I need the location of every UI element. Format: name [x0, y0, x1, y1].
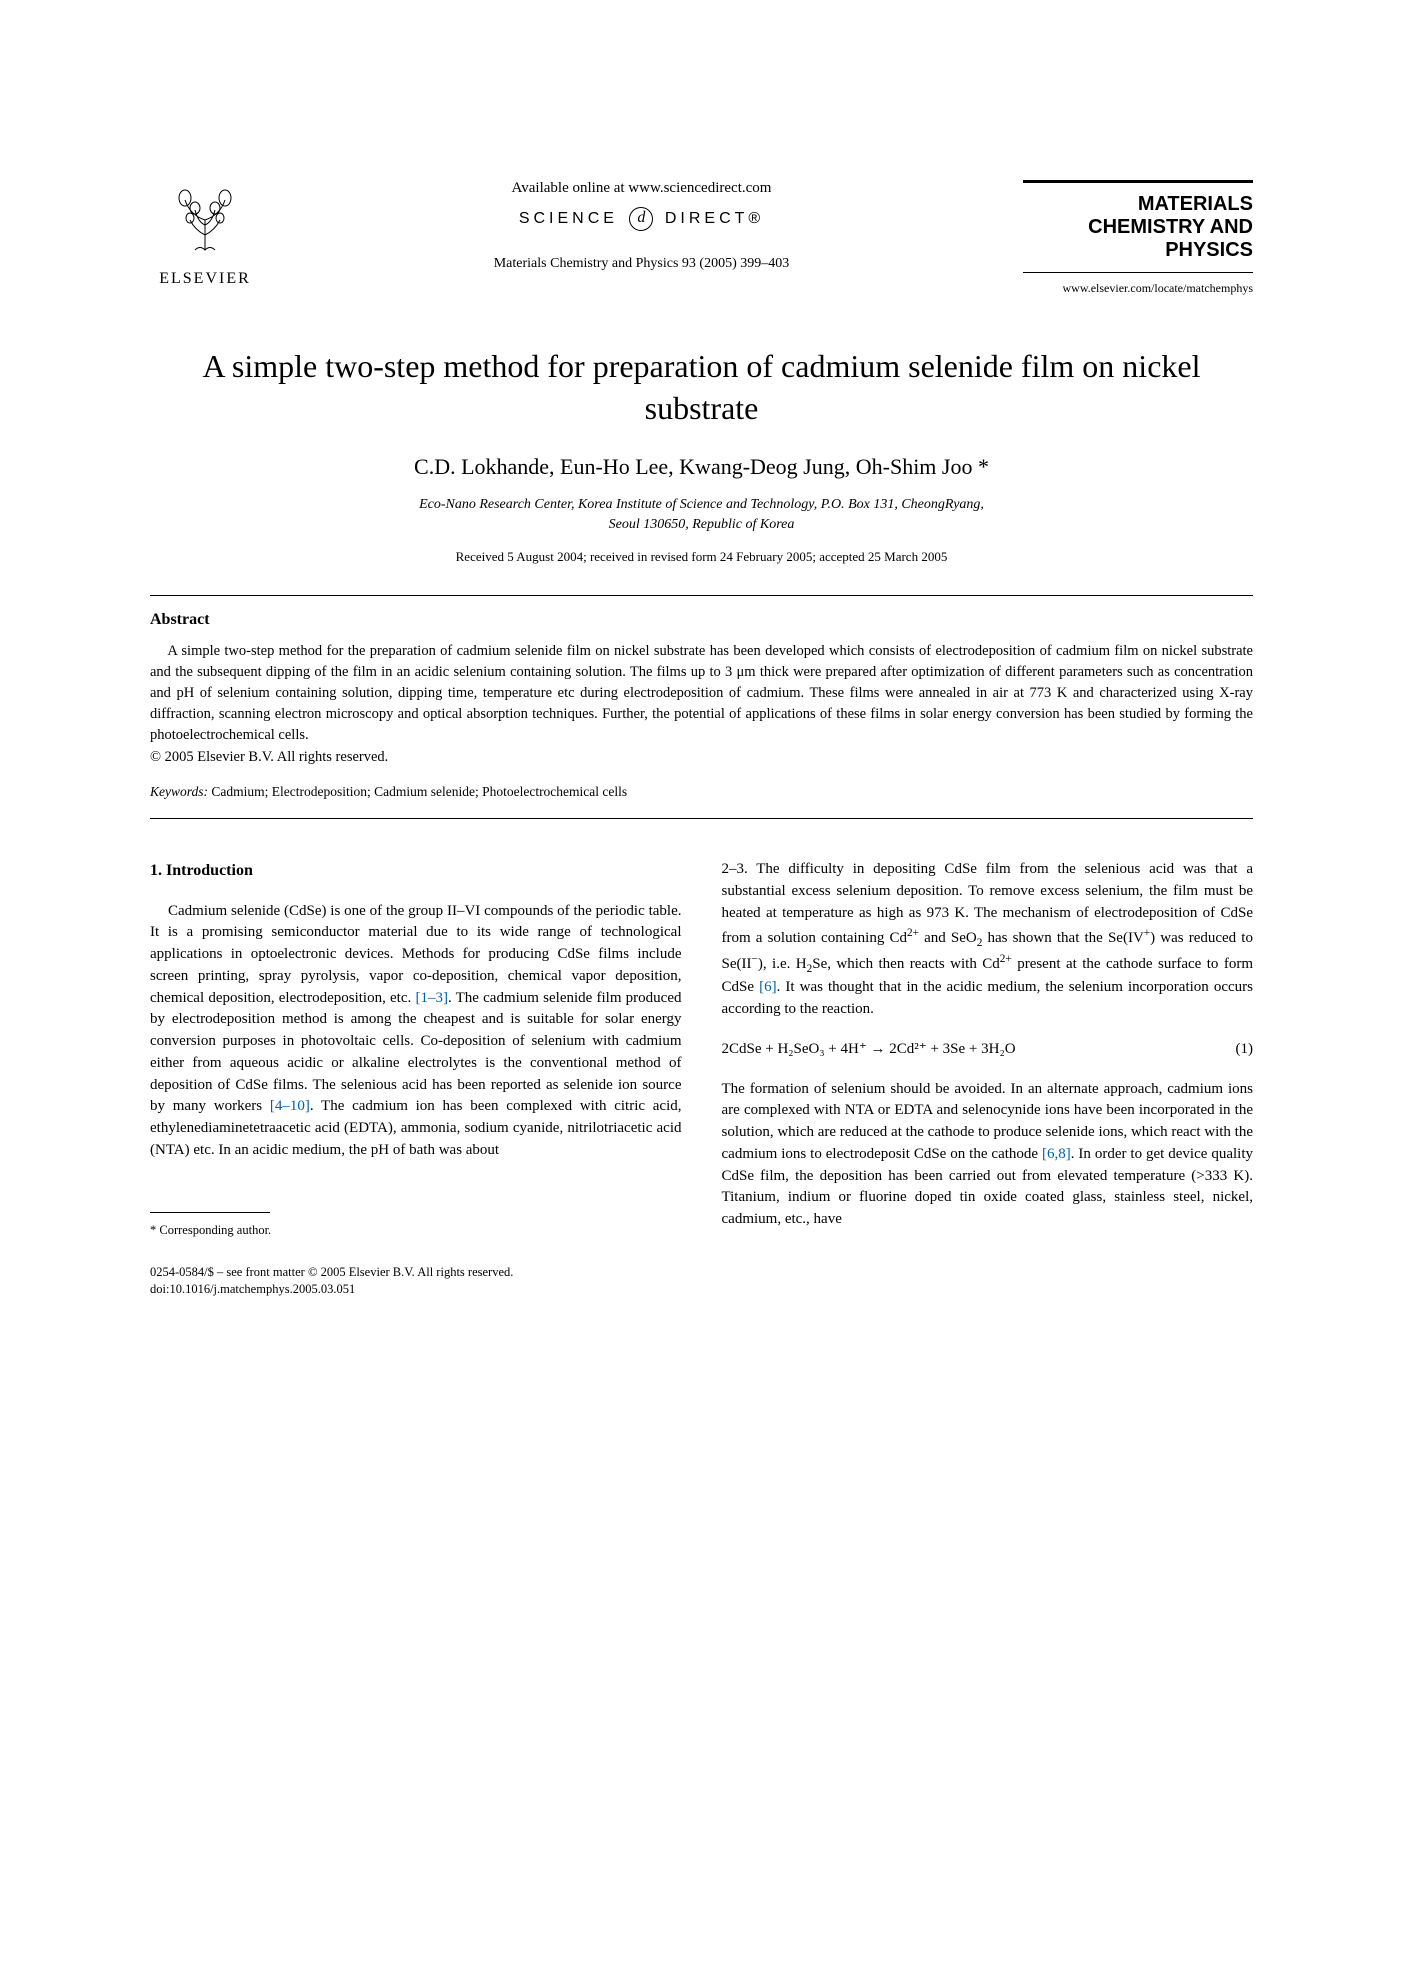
equation-number: (1): [1236, 1039, 1254, 1061]
journal-title-line3: PHYSICS: [1023, 239, 1253, 262]
article-dates: Received 5 August 2004; received in revi…: [150, 549, 1253, 565]
body-columns: 1. Introduction Cadmium selenide (CdSe) …: [150, 859, 1253, 1298]
keywords-label: Keywords:: [150, 784, 208, 799]
corresponding-author-footnote: * Corresponding author.: [150, 1221, 682, 1239]
sd-left: SCIENCE: [519, 210, 618, 227]
article-title: A simple two-step method for preparation…: [150, 346, 1253, 429]
front-matter-line: 0254-0584/$ – see front matter © 2005 El…: [150, 1264, 682, 1282]
divider-top: [150, 595, 1253, 596]
science-direct-logo: SCIENCE d DIRECT®: [280, 207, 1003, 231]
journal-title-line2: CHEMISTRY AND: [1023, 216, 1253, 239]
sd-right: DIRECT®: [665, 210, 764, 227]
sd-glyph-icon: d: [629, 207, 653, 231]
abstract-heading: Abstract: [150, 611, 1253, 629]
journal-url: www.elsevier.com/locate/matchemphys: [1023, 281, 1253, 296]
col1-p1b: . The cadmium selenide film produced by …: [150, 990, 682, 1115]
col2-para1: 2–3. The difficulty in depositing CdSe f…: [722, 859, 1254, 1020]
authors-line: C.D. Lokhande, Eun-Ho Lee, Kwang-Deog Ju…: [150, 454, 1253, 480]
journal-title-line1: MATERIALS: [1023, 193, 1253, 216]
journal-reference: Materials Chemistry and Physics 93 (2005…: [280, 256, 1003, 272]
left-column: 1. Introduction Cadmium selenide (CdSe) …: [150, 859, 682, 1298]
equation-body: 2CdSe + H₂SeO₃ + 4H⁺ → 2Cd²⁺ + 3Se + 3H₂…: [722, 1039, 1016, 1061]
col2-para2: The formation of selenium should be avoi…: [722, 1079, 1254, 1231]
journal-title-box: MATERIALS CHEMISTRY AND PHYSICS www.else…: [1023, 180, 1253, 296]
publisher-name: ELSEVIER: [150, 270, 260, 288]
keywords-line: Keywords: Cadmium; Electrodeposition; Ca…: [150, 784, 1253, 800]
available-online-text: Available online at www.sciencedirect.co…: [280, 180, 1003, 197]
journal-header: ELSEVIER Available online at www.science…: [150, 180, 1253, 296]
abstract-copyright: © 2005 Elsevier B.V. All rights reserved…: [150, 749, 1253, 766]
footnote-text: Corresponding author.: [156, 1223, 271, 1237]
c2p1f: Se, which then reacts with Cd: [812, 956, 1000, 972]
c2p1c: has shown that the Se(IV: [982, 930, 1143, 946]
header-center: Available online at www.sciencedirect.co…: [260, 180, 1023, 272]
keywords-text: Cadmium; Electrodeposition; Cadmium sele…: [208, 784, 627, 799]
bottom-info: 0254-0584/$ – see front matter © 2005 El…: [150, 1264, 682, 1299]
col1-para1: Cadmium selenide (CdSe) is one of the gr…: [150, 901, 682, 1162]
c2p1e: ), i.e. H: [758, 956, 807, 972]
doi-line: doi:10.1016/j.matchemphys.2005.03.051: [150, 1281, 682, 1299]
equation-1: 2CdSe + H₂SeO₃ + 4H⁺ → 2Cd²⁺ + 3Se + 3H₂…: [722, 1039, 1254, 1061]
ref-link-3[interactable]: [6]: [759, 979, 777, 995]
affiliation: Eco-Nano Research Center, Korea Institut…: [150, 495, 1253, 534]
elsevier-tree-icon: [150, 180, 260, 265]
ref-link-1[interactable]: [1–3]: [415, 990, 448, 1006]
c2p1h: . It was thought that in the acidic medi…: [722, 979, 1254, 1017]
c2p1b: and SeO: [919, 930, 977, 946]
divider-bottom: [150, 818, 1253, 819]
right-column: 2–3. The difficulty in depositing CdSe f…: [722, 859, 1254, 1298]
section-1-heading: 1. Introduction: [150, 859, 682, 882]
publisher-logo: ELSEVIER: [150, 180, 260, 288]
abstract-text: A simple two-step method for the prepara…: [150, 641, 1253, 746]
footnote-separator: [150, 1212, 270, 1213]
affiliation-line2: Seoul 130650, Republic of Korea: [150, 515, 1253, 535]
ref-link-2[interactable]: [4–10]: [270, 1098, 310, 1114]
ref-link-4[interactable]: [6,8]: [1042, 1146, 1071, 1162]
affiliation-line1: Eco-Nano Research Center, Korea Institut…: [150, 495, 1253, 515]
